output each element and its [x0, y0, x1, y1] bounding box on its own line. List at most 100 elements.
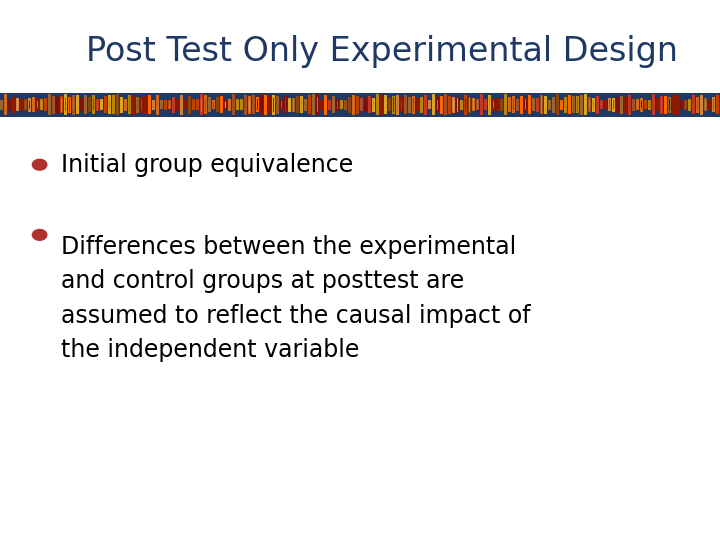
- Bar: [109, 100, 110, 110]
- Bar: [148, 95, 151, 114]
- Bar: [540, 95, 544, 114]
- Bar: [420, 97, 423, 113]
- Bar: [0, 93, 720, 94]
- Bar: [472, 98, 475, 111]
- Bar: [629, 95, 631, 114]
- Bar: [72, 95, 76, 114]
- Bar: [585, 94, 588, 115]
- Text: Initial group equivalence: Initial group equivalence: [61, 153, 354, 177]
- Bar: [380, 94, 383, 115]
- Bar: [169, 100, 170, 109]
- Bar: [716, 96, 719, 114]
- Bar: [360, 98, 364, 111]
- Bar: [400, 97, 403, 112]
- Bar: [557, 94, 559, 115]
- Bar: [172, 97, 176, 113]
- Bar: [672, 95, 675, 114]
- Bar: [625, 99, 626, 110]
- Bar: [660, 96, 663, 114]
- Bar: [156, 95, 159, 114]
- Bar: [513, 96, 516, 113]
- Bar: [348, 97, 351, 112]
- Bar: [168, 100, 171, 110]
- Bar: [264, 94, 267, 115]
- Bar: [17, 99, 18, 110]
- Bar: [225, 102, 226, 107]
- Bar: [40, 99, 43, 110]
- Bar: [593, 98, 595, 112]
- Bar: [408, 97, 411, 113]
- Bar: [37, 101, 38, 109]
- Bar: [629, 96, 630, 113]
- Bar: [536, 98, 539, 112]
- Bar: [184, 100, 187, 110]
- Bar: [352, 95, 356, 114]
- Bar: [261, 94, 264, 116]
- Bar: [441, 96, 444, 114]
- Bar: [617, 100, 618, 110]
- Bar: [9, 100, 12, 110]
- Bar: [712, 97, 716, 112]
- Bar: [13, 100, 14, 109]
- Circle shape: [32, 230, 47, 240]
- Bar: [273, 98, 274, 112]
- Bar: [369, 96, 372, 113]
- Bar: [685, 102, 686, 108]
- Bar: [424, 95, 428, 114]
- Bar: [25, 101, 26, 109]
- Bar: [176, 99, 179, 111]
- Bar: [477, 100, 478, 110]
- Bar: [640, 98, 644, 112]
- Bar: [704, 98, 707, 111]
- Bar: [684, 100, 688, 110]
- Bar: [32, 97, 35, 112]
- Bar: [589, 100, 590, 110]
- Bar: [125, 99, 127, 111]
- Bar: [60, 96, 63, 113]
- Bar: [193, 102, 194, 108]
- Bar: [524, 98, 527, 111]
- Bar: [128, 95, 131, 114]
- Bar: [645, 101, 646, 109]
- Bar: [257, 99, 258, 110]
- Bar: [164, 99, 167, 110]
- Bar: [233, 96, 234, 113]
- Bar: [432, 94, 436, 115]
- Bar: [100, 99, 104, 110]
- Bar: [648, 100, 652, 110]
- Bar: [385, 99, 386, 110]
- Bar: [457, 98, 458, 112]
- Bar: [117, 98, 118, 112]
- Bar: [12, 97, 15, 112]
- Circle shape: [32, 159, 47, 170]
- Bar: [216, 97, 220, 112]
- Bar: [200, 94, 203, 115]
- Bar: [297, 96, 300, 113]
- Bar: [388, 98, 392, 111]
- Bar: [136, 97, 140, 113]
- Bar: [680, 100, 683, 110]
- Bar: [649, 101, 650, 109]
- Bar: [456, 97, 459, 112]
- Bar: [189, 96, 192, 114]
- Bar: [308, 96, 311, 114]
- Bar: [0, 116, 720, 117]
- Bar: [588, 97, 591, 112]
- Bar: [500, 99, 503, 111]
- Bar: [697, 99, 698, 110]
- Bar: [508, 97, 511, 112]
- Bar: [252, 96, 256, 114]
- Bar: [76, 95, 79, 114]
- Bar: [61, 98, 62, 112]
- Bar: [145, 98, 146, 112]
- Bar: [596, 96, 599, 114]
- Bar: [140, 97, 143, 112]
- Bar: [637, 100, 638, 110]
- Bar: [525, 99, 526, 110]
- Bar: [604, 100, 608, 110]
- Bar: [681, 102, 682, 107]
- Bar: [180, 94, 184, 115]
- Bar: [68, 97, 71, 113]
- Bar: [228, 99, 231, 111]
- Bar: [612, 98, 616, 112]
